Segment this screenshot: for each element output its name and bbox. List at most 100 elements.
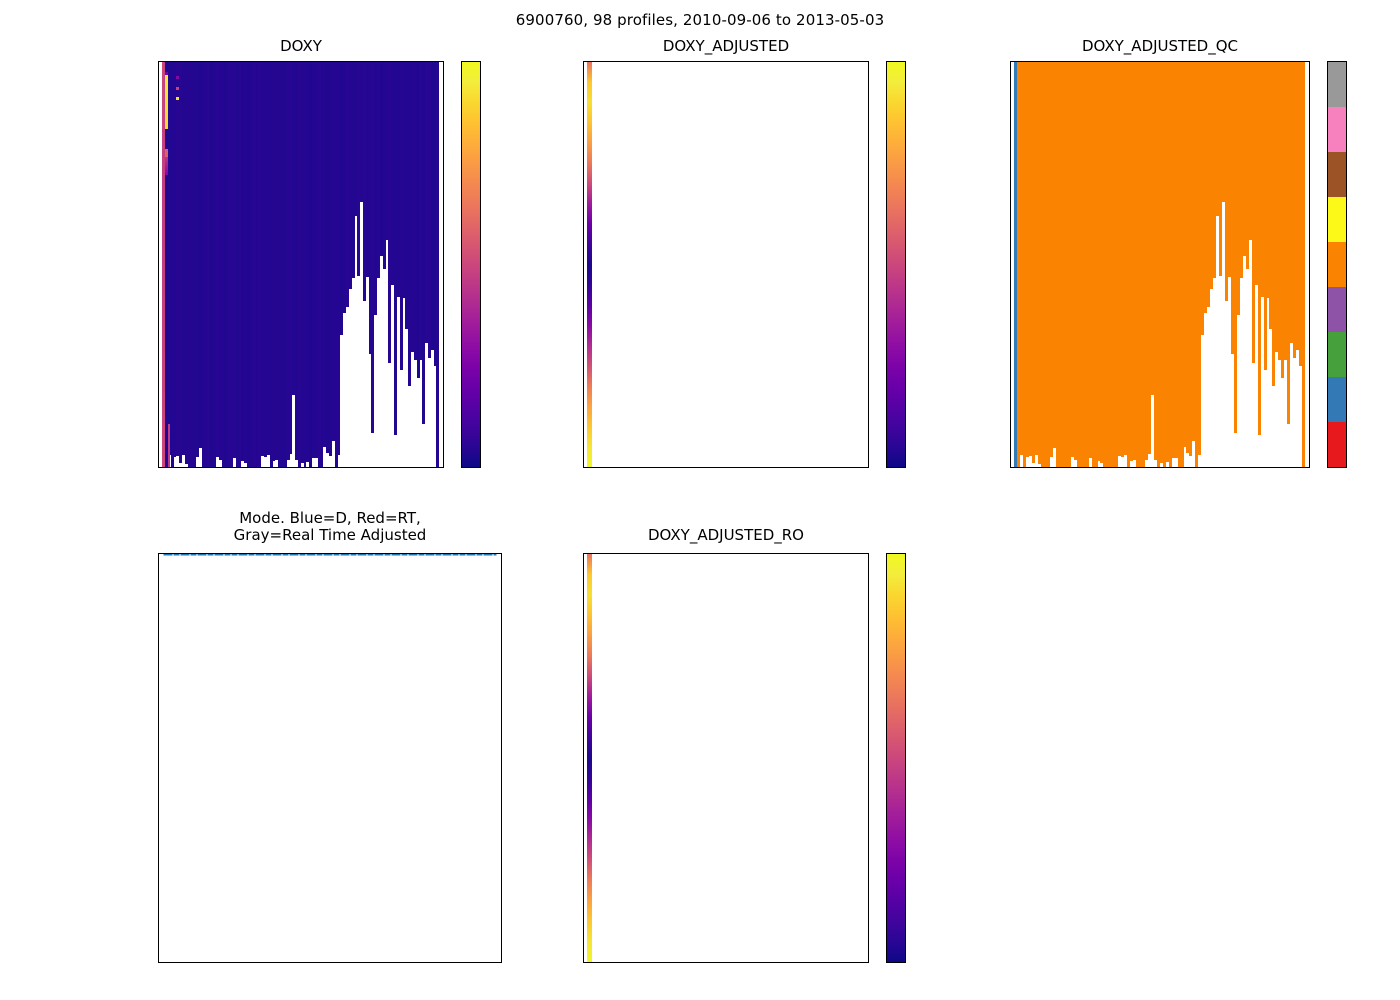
axes-doxy-adjusted[interactable]: 0250500750100012501500175020002011.02011… xyxy=(583,61,869,468)
colorbar-doxy-adjusted[interactable]: 190200210220230240250 xyxy=(886,61,906,468)
mode-data-point xyxy=(360,554,364,556)
axes-doxy-adjusted-ro[interactable]: 0250500750100012501500175020002011.02011… xyxy=(583,553,869,963)
qc-profile-column xyxy=(1017,62,1021,467)
qc-profile-column xyxy=(1133,62,1137,460)
mode-data-point xyxy=(173,554,177,556)
mode-data-point xyxy=(224,554,228,556)
doxy-profile-column xyxy=(351,62,355,278)
qc-profile-column xyxy=(1026,62,1030,458)
colorbar-doxy-adjusted-tick xyxy=(905,106,906,107)
doxy-profile-column xyxy=(314,62,318,459)
qc-profile-column xyxy=(1257,62,1261,435)
mode-data-point xyxy=(363,554,367,556)
mode-data-point xyxy=(455,554,459,556)
y-tick xyxy=(583,113,584,114)
qc-profile-column xyxy=(1171,62,1175,458)
qc-colorbar-tick xyxy=(1346,113,1347,114)
x-tick xyxy=(391,962,392,963)
mode-data-point xyxy=(472,554,476,556)
qc-profile-column xyxy=(1100,62,1104,464)
axes-doxy[interactable]: 0250500750100012501500175020002011.02011… xyxy=(158,61,444,468)
doxy-profile-column xyxy=(289,62,293,455)
doxy-profile-column xyxy=(215,62,219,458)
qc-profile-column xyxy=(1210,62,1214,289)
mode-data-point xyxy=(248,554,252,556)
qc-profile-column xyxy=(1147,62,1151,455)
mode-data-point xyxy=(367,554,371,556)
y-tick xyxy=(583,809,584,810)
doxy-profile-column xyxy=(416,62,420,378)
x-tick xyxy=(672,467,673,468)
y-tick xyxy=(583,366,584,367)
qc-profile-column xyxy=(1124,62,1128,456)
colorbar-doxy-adjusted-tick xyxy=(905,161,906,162)
qc-colorbar-segment xyxy=(1328,107,1346,152)
mode-data-point xyxy=(285,554,289,556)
qc-profile-column xyxy=(1186,62,1190,453)
colorbar-doxy-adjusted-qc[interactable]: 012345678 xyxy=(1327,61,1347,468)
x-tick xyxy=(1049,467,1050,468)
doxy-profile-column xyxy=(210,62,214,467)
qc-profile-column xyxy=(1088,62,1092,459)
colorbar-doxy-tick xyxy=(480,233,481,234)
colorbar-doxy-gradient xyxy=(462,62,480,467)
colorbar-doxy-adjusted-ro-gradient xyxy=(887,554,905,962)
colorbar-doxy-adjusted-ro[interactable]: 190200210220230240250 xyxy=(886,553,906,963)
mode-data-point xyxy=(244,554,248,556)
mode-data-point xyxy=(231,554,235,556)
qc-profile-column xyxy=(1177,62,1181,467)
qc-colorbar-tick xyxy=(1346,214,1347,215)
y-tick xyxy=(1010,163,1011,164)
mode-data-point xyxy=(323,554,327,556)
x-tick xyxy=(1268,467,1269,468)
doxy-profile-column xyxy=(360,62,363,202)
qc-profile-column xyxy=(1156,62,1160,467)
mode-data-point xyxy=(486,554,490,556)
qc-profile-column xyxy=(1174,62,1178,459)
qc-profile-column xyxy=(1085,62,1089,467)
colorbar-doxy-adjusted-ro-tick xyxy=(905,819,906,820)
y-tick xyxy=(583,416,584,417)
mode-data-point xyxy=(186,554,190,556)
y-tick xyxy=(583,62,584,63)
mode-data-point xyxy=(418,554,422,556)
qc-profile-column xyxy=(1106,62,1110,467)
y-tick xyxy=(583,911,584,912)
qc-profile-column xyxy=(1109,62,1113,467)
qc-profile-column xyxy=(1141,62,1145,467)
qc-profile-column xyxy=(1058,62,1062,467)
y-tick xyxy=(1010,366,1011,367)
y-tick xyxy=(1010,265,1011,266)
axes-doxy-adjusted-qc[interactable]: 0250500750100012501500175020002011.02011… xyxy=(1010,61,1310,468)
qc-profile-column xyxy=(1230,62,1234,354)
qc-profile-column xyxy=(1082,62,1086,467)
axes-mode[interactable]: Delayed ModeReal Time AdjustedReal Time2… xyxy=(158,553,502,963)
qc-profile-column xyxy=(1254,62,1258,285)
mode-data-point xyxy=(251,554,255,556)
y-tick xyxy=(583,860,584,861)
mode-data-point xyxy=(217,554,221,556)
x-tick xyxy=(828,467,829,468)
doxy-profile-column xyxy=(173,62,177,458)
qc-profile-column xyxy=(1103,62,1107,467)
qc-profile-column xyxy=(1023,62,1027,467)
colorbar-doxy[interactable]: −1000100200300400500600 xyxy=(461,61,481,468)
qc-profile-column xyxy=(1201,62,1205,336)
qc-profile-column xyxy=(1168,62,1172,467)
qc-colorbar-segment xyxy=(1328,242,1346,287)
qc-profile-column xyxy=(1284,62,1288,360)
doxy-profile-column xyxy=(374,62,378,316)
mode-y-tick xyxy=(158,758,159,759)
doxy-profile-column xyxy=(193,62,197,467)
doxy-adjusted-ro-profile-column xyxy=(587,554,592,962)
panel-doxy-title: DOXY xyxy=(280,37,322,55)
doxy-profile-column xyxy=(410,62,414,352)
y-tick xyxy=(158,113,159,114)
doxy-profile-column xyxy=(382,62,386,269)
qc-profile-column xyxy=(1204,62,1208,314)
doxy-profile-column xyxy=(357,62,361,276)
qc-profile-column xyxy=(1263,62,1267,370)
mode-data-point xyxy=(476,554,480,556)
mode-data-point xyxy=(329,554,333,556)
qc-profile-column xyxy=(1239,62,1243,278)
